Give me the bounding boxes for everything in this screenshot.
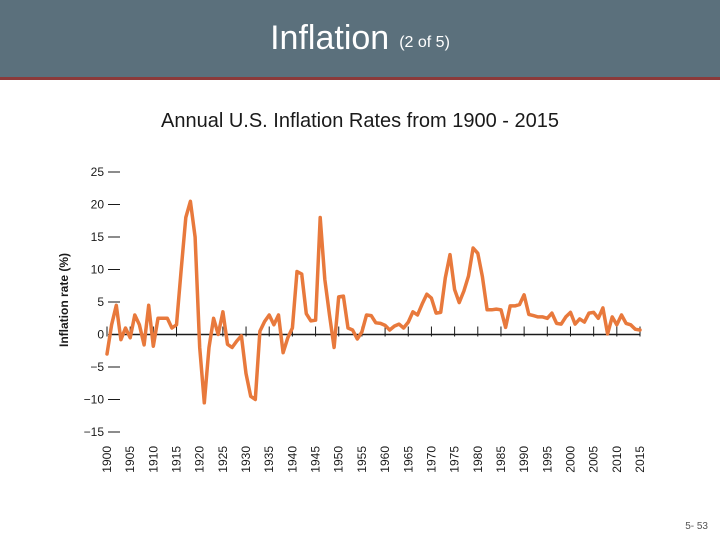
x-tick-label: 1965 bbox=[401, 446, 415, 473]
slide-title-suffix: (2 of 5) bbox=[399, 33, 450, 51]
x-tick-label: 1930 bbox=[239, 446, 253, 473]
x-tick-label: 1920 bbox=[193, 446, 207, 473]
y-tick-label: 10 bbox=[91, 263, 105, 277]
x-tick-label: 1980 bbox=[471, 446, 485, 473]
x-tick-label: 1940 bbox=[285, 446, 299, 473]
y-tick-label: 15 bbox=[91, 230, 105, 244]
x-tick-label: 1945 bbox=[309, 446, 323, 473]
x-tick-label: 1995 bbox=[540, 446, 554, 473]
y-tick-label: 20 bbox=[91, 198, 105, 212]
title-bar: Inflation (2 of 5) bbox=[0, 0, 720, 80]
chart-subtitle: Annual U.S. Inflation Rates from 1900 - … bbox=[160, 110, 559, 132]
x-tick-label: 2000 bbox=[563, 446, 577, 473]
x-tick-label: 1915 bbox=[170, 446, 184, 473]
x-tick-label: 1925 bbox=[216, 446, 230, 473]
series-line-inflation-rate bbox=[105, 199, 642, 405]
x-tick-label: 1950 bbox=[332, 446, 346, 473]
x-tick-label: 1955 bbox=[355, 446, 369, 473]
y-tick-label: 0 bbox=[97, 328, 104, 342]
x-tick-label: 1960 bbox=[378, 446, 392, 473]
x-axis: 1900 1905 1910 1915 1920 1925 1930 1935 1940 1945… bbox=[100, 326, 647, 473]
x-tick-label: 1900 bbox=[100, 446, 114, 473]
x-tick-label: 2015 bbox=[633, 446, 647, 473]
x-tick-label: 1985 bbox=[494, 446, 508, 473]
x-tick-label: 1905 bbox=[123, 446, 137, 473]
series-layer bbox=[105, 199, 642, 405]
x-tick-label: 1990 bbox=[517, 446, 531, 473]
y-tick-label: −5 bbox=[90, 360, 104, 374]
x-tick-label: 1970 bbox=[424, 446, 438, 473]
y-axis-title: Inflation rate (%) bbox=[57, 253, 71, 347]
slide-title: Inflation bbox=[270, 19, 390, 57]
y-axis: 25 20 15 10 5 0 −5 −10 −15 bbox=[84, 165, 120, 439]
x-tick-label: 1975 bbox=[448, 446, 462, 473]
x-tick-label: 2005 bbox=[587, 446, 601, 473]
y-tick-label: 25 bbox=[91, 165, 105, 179]
page-number: 5- 53 bbox=[685, 521, 708, 532]
y-tick-label: 5 bbox=[97, 295, 104, 309]
y-tick-label: −15 bbox=[84, 425, 105, 439]
x-tick-label: 2010 bbox=[610, 446, 624, 473]
x-tick-label: 1935 bbox=[262, 446, 276, 473]
y-tick-label: −10 bbox=[84, 393, 105, 407]
x-tick-label: 1910 bbox=[146, 446, 160, 473]
